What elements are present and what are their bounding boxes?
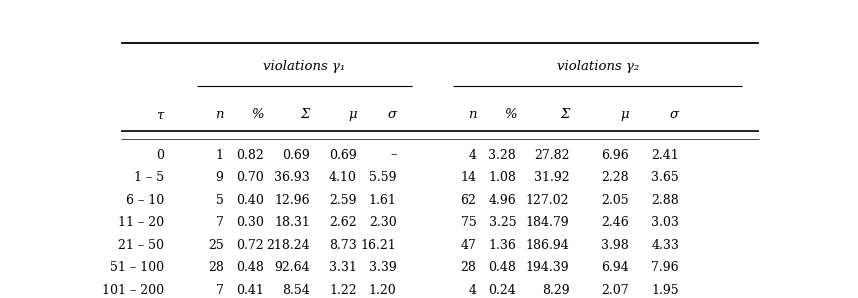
Text: violations γ₂: violations γ₂ xyxy=(557,60,638,73)
Text: 5.59: 5.59 xyxy=(369,171,396,184)
Text: 0.24: 0.24 xyxy=(488,283,517,297)
Text: 27.82: 27.82 xyxy=(534,149,570,162)
Text: 3.25: 3.25 xyxy=(488,216,517,229)
Text: 101 – 200: 101 – 200 xyxy=(101,283,164,297)
Text: 2.28: 2.28 xyxy=(601,171,629,184)
Text: 21 – 50: 21 – 50 xyxy=(118,238,164,252)
Text: 0.70: 0.70 xyxy=(236,171,263,184)
Text: 31.92: 31.92 xyxy=(534,171,570,184)
Text: 3.31: 3.31 xyxy=(329,261,357,274)
Text: 62: 62 xyxy=(461,194,476,207)
Text: 7: 7 xyxy=(215,216,224,229)
Text: –: – xyxy=(390,149,396,162)
Text: 4: 4 xyxy=(468,149,476,162)
Text: τ: τ xyxy=(156,108,164,121)
Text: n: n xyxy=(468,108,476,121)
Text: μ: μ xyxy=(620,108,629,121)
Text: 186.94: 186.94 xyxy=(526,238,570,252)
Text: 2.46: 2.46 xyxy=(601,216,629,229)
Text: 0.41: 0.41 xyxy=(236,283,263,297)
Text: 0.72: 0.72 xyxy=(236,238,263,252)
Text: 0: 0 xyxy=(156,149,164,162)
Text: 1.95: 1.95 xyxy=(651,283,680,297)
Text: σ: σ xyxy=(670,108,680,121)
Text: 11 – 20: 11 – 20 xyxy=(118,216,164,229)
Text: 28: 28 xyxy=(461,261,476,274)
Text: σ: σ xyxy=(388,108,396,121)
Text: 194.39: 194.39 xyxy=(526,261,570,274)
Text: 127.02: 127.02 xyxy=(526,194,570,207)
Text: 12.96: 12.96 xyxy=(275,194,310,207)
Text: 2.62: 2.62 xyxy=(329,216,357,229)
Text: 4.33: 4.33 xyxy=(651,238,680,252)
Text: 0.48: 0.48 xyxy=(236,261,263,274)
Text: 92.64: 92.64 xyxy=(275,261,310,274)
Text: 2.30: 2.30 xyxy=(369,216,396,229)
Text: 3.39: 3.39 xyxy=(369,261,396,274)
Text: 25: 25 xyxy=(208,238,224,252)
Text: 3.28: 3.28 xyxy=(488,149,517,162)
Text: 1.20: 1.20 xyxy=(369,283,396,297)
Text: 8.54: 8.54 xyxy=(282,283,310,297)
Text: 4: 4 xyxy=(468,283,476,297)
Text: 1.61: 1.61 xyxy=(369,194,396,207)
Text: 0.69: 0.69 xyxy=(282,149,310,162)
Text: %: % xyxy=(251,108,263,121)
Text: 75: 75 xyxy=(461,216,476,229)
Text: 2.41: 2.41 xyxy=(651,149,680,162)
Text: n: n xyxy=(215,108,224,121)
Text: 51 – 100: 51 – 100 xyxy=(110,261,164,274)
Text: 14: 14 xyxy=(460,171,476,184)
Text: 184.79: 184.79 xyxy=(526,216,570,229)
Text: 1 – 5: 1 – 5 xyxy=(134,171,164,184)
Text: 7: 7 xyxy=(215,283,224,297)
Text: 8.29: 8.29 xyxy=(541,283,570,297)
Text: 8.73: 8.73 xyxy=(329,238,357,252)
Text: 0.30: 0.30 xyxy=(236,216,263,229)
Text: 2.07: 2.07 xyxy=(601,283,629,297)
Text: 0.48: 0.48 xyxy=(488,261,517,274)
Text: 5: 5 xyxy=(215,194,224,207)
Text: 6 – 10: 6 – 10 xyxy=(125,194,164,207)
Text: Σ: Σ xyxy=(300,108,310,121)
Text: 2.88: 2.88 xyxy=(651,194,680,207)
Text: 218.24: 218.24 xyxy=(267,238,310,252)
Text: 3.98: 3.98 xyxy=(601,238,629,252)
Text: 1.08: 1.08 xyxy=(488,171,517,184)
Text: Σ: Σ xyxy=(560,108,570,121)
Text: 1: 1 xyxy=(215,149,224,162)
Text: 4.96: 4.96 xyxy=(488,194,517,207)
Text: 0.69: 0.69 xyxy=(329,149,357,162)
Text: 3.03: 3.03 xyxy=(651,216,680,229)
Text: 2.05: 2.05 xyxy=(601,194,629,207)
Text: μ: μ xyxy=(348,108,357,121)
Text: 4.10: 4.10 xyxy=(329,171,357,184)
Text: violations γ₁: violations γ₁ xyxy=(263,60,346,73)
Text: %: % xyxy=(504,108,517,121)
Text: 6.94: 6.94 xyxy=(601,261,629,274)
Text: 1.36: 1.36 xyxy=(488,238,517,252)
Text: 0.40: 0.40 xyxy=(236,194,263,207)
Text: 28: 28 xyxy=(208,261,224,274)
Text: 3.65: 3.65 xyxy=(651,171,680,184)
Text: 16.21: 16.21 xyxy=(360,238,396,252)
Text: 2.59: 2.59 xyxy=(329,194,357,207)
Text: 7.96: 7.96 xyxy=(651,261,680,274)
Text: 9: 9 xyxy=(215,171,224,184)
Text: 0.82: 0.82 xyxy=(236,149,263,162)
Text: 1.22: 1.22 xyxy=(329,283,357,297)
Text: 6.96: 6.96 xyxy=(601,149,629,162)
Text: 36.93: 36.93 xyxy=(275,171,310,184)
Text: 47: 47 xyxy=(461,238,476,252)
Text: 18.31: 18.31 xyxy=(275,216,310,229)
